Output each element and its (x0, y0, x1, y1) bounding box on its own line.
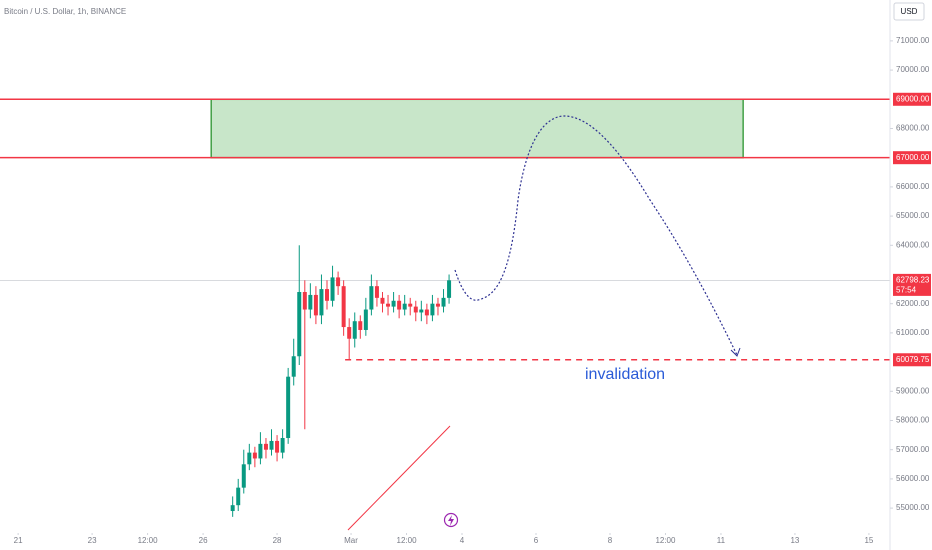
y-tick-label: 58000.00 (896, 416, 930, 425)
candle-body (319, 289, 324, 316)
level-label: 60079.75 (896, 355, 930, 364)
x-tick-label: 23 (88, 536, 97, 545)
candle-body (413, 306, 418, 313)
x-tick-label: 28 (273, 536, 282, 545)
candle-body (291, 356, 296, 377)
currency: USD (901, 7, 918, 16)
x-tick-label: 12:00 (138, 536, 159, 545)
candle-body (263, 443, 268, 450)
y-tick-label: 59000.00 (896, 386, 930, 395)
candle-body (230, 505, 235, 512)
x-tick-label: 12:00 (655, 536, 676, 545)
y-tick-label: 61000.00 (896, 328, 930, 337)
candle-body (430, 303, 435, 316)
candle-body (258, 443, 263, 459)
y-tick-label: 64000.00 (896, 240, 930, 249)
countdown: 57:54 (896, 285, 917, 294)
level-label: 69000.00 (896, 94, 930, 103)
candle-body (286, 376, 291, 439)
y-tick-label: 70000.00 (896, 65, 930, 74)
level-label-box (893, 92, 931, 106)
candle-body (280, 438, 285, 453)
candle-body (397, 300, 402, 310)
event-bolt (448, 515, 454, 526)
candle-body (347, 327, 352, 339)
last-price-label: 62798.23 (896, 275, 930, 284)
plot (230, 245, 452, 517)
candle-body (435, 303, 440, 307)
candle-body (308, 294, 313, 310)
level-label-box (893, 151, 931, 165)
projection-path (454, 115, 738, 356)
candle-body (275, 440, 280, 453)
x-tick-label: 12:00 (397, 536, 418, 545)
y-tick-label: 65000.00 (896, 211, 930, 220)
candle-body (391, 300, 396, 307)
candle-body (402, 303, 407, 310)
y-tick-label: 68000.00 (896, 124, 930, 133)
level-label: 67000.00 (896, 153, 930, 162)
x-tick-label: 4 (460, 536, 465, 545)
y-tick-label: 55000.00 (896, 503, 930, 512)
candle-body (330, 277, 335, 301)
projection-arrow (730, 347, 741, 357)
trend-line (347, 425, 451, 531)
y-tick-label: 71000.00 (896, 36, 930, 45)
candle-body (352, 321, 357, 339)
x-tick-label: 8 (608, 536, 613, 545)
candle-body (441, 297, 446, 307)
candle-body (252, 452, 257, 459)
candle-body (408, 303, 413, 307)
zone-layer (0, 98, 890, 361)
axis-layer: 71000.00 70000.00 68000.00 66000.00 65000.00… (14, 36, 931, 545)
candle-body (247, 452, 252, 465)
candle-body (424, 309, 429, 316)
candle-body (236, 487, 241, 506)
candle-body (297, 292, 302, 357)
annotation: invalidation (585, 366, 665, 383)
candle-body (313, 294, 318, 316)
y-tick-label: 57000.00 (896, 445, 930, 454)
last-price-box (893, 273, 931, 296)
candle-body (419, 309, 424, 313)
candle-body (358, 321, 363, 330)
y-tick-label: 62000.00 (896, 299, 930, 308)
candle-body (241, 464, 246, 488)
y-tick-label: 56000.00 (896, 474, 930, 483)
candle-body (386, 303, 391, 307)
x-tick-label: 6 (534, 536, 539, 545)
candle-body (324, 289, 329, 301)
x-tick-label: 15 (864, 536, 873, 545)
level-label-box (893, 353, 931, 367)
x-tick-label: 21 (14, 536, 23, 545)
candle-body (374, 286, 379, 298)
candle-body (363, 309, 368, 330)
x-tick-label: 13 (790, 536, 799, 545)
zone (210, 98, 744, 159)
x-tick-label: 26 (199, 536, 208, 545)
candle-body (380, 297, 385, 304)
candle-body (269, 440, 274, 450)
candle-body (336, 277, 341, 287)
y-tick-label: 66000.00 (896, 182, 930, 191)
candle-body (302, 292, 307, 310)
x-tick-label: 11 (717, 536, 726, 545)
candle-body (341, 286, 346, 328)
x-tick-label: Mar (344, 536, 358, 545)
currency-button[interactable] (893, 2, 925, 21)
candle-body (447, 280, 452, 298)
candle-body (369, 286, 374, 310)
symbol-title: Bitcoin / U.S. Dollar, 1h, BINANCE (4, 7, 126, 16)
